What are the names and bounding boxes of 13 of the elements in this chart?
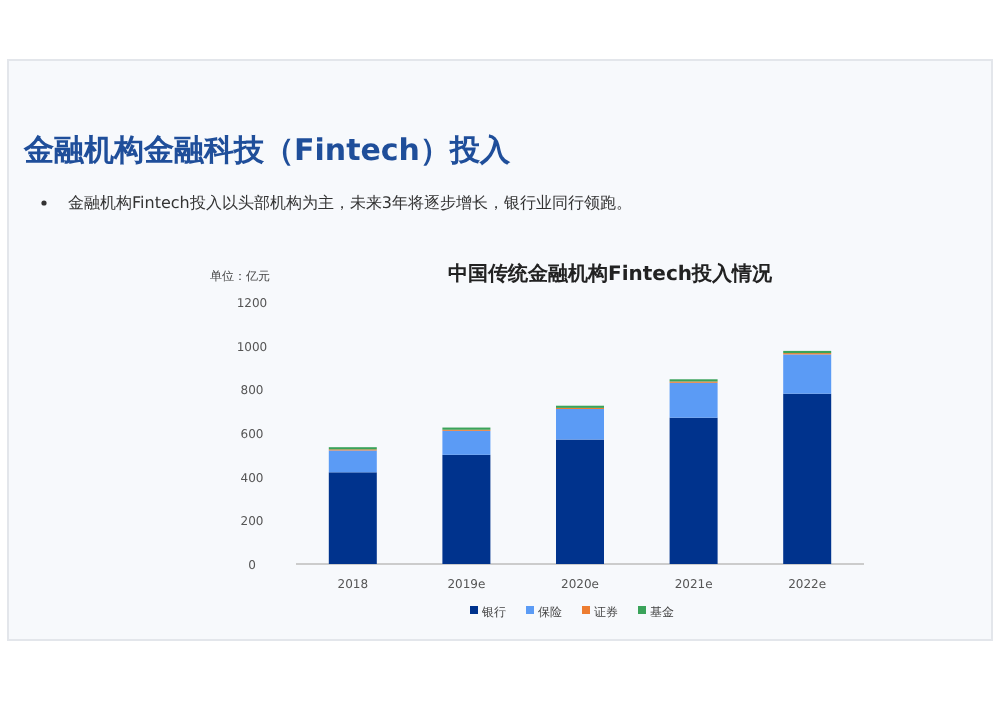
bar	[669, 382, 718, 418]
bar	[783, 354, 832, 394]
chart-subtitle: 金融机构Fintech投入以头部机构为主，未来3年将逐步增长，银行业同行领跑。	[68, 194, 632, 212]
bar	[783, 393, 832, 564]
chart-title: 金融机构金融科技（Fintech）投入	[22, 132, 512, 168]
bar	[442, 454, 491, 564]
bar	[556, 408, 604, 440]
text: 中国传统金融机构Fintech投入情况	[448, 262, 774, 286]
bar	[328, 450, 377, 473]
bar	[669, 417, 718, 564]
bar	[556, 439, 604, 564]
bar	[328, 472, 377, 564]
bar	[442, 430, 491, 455]
